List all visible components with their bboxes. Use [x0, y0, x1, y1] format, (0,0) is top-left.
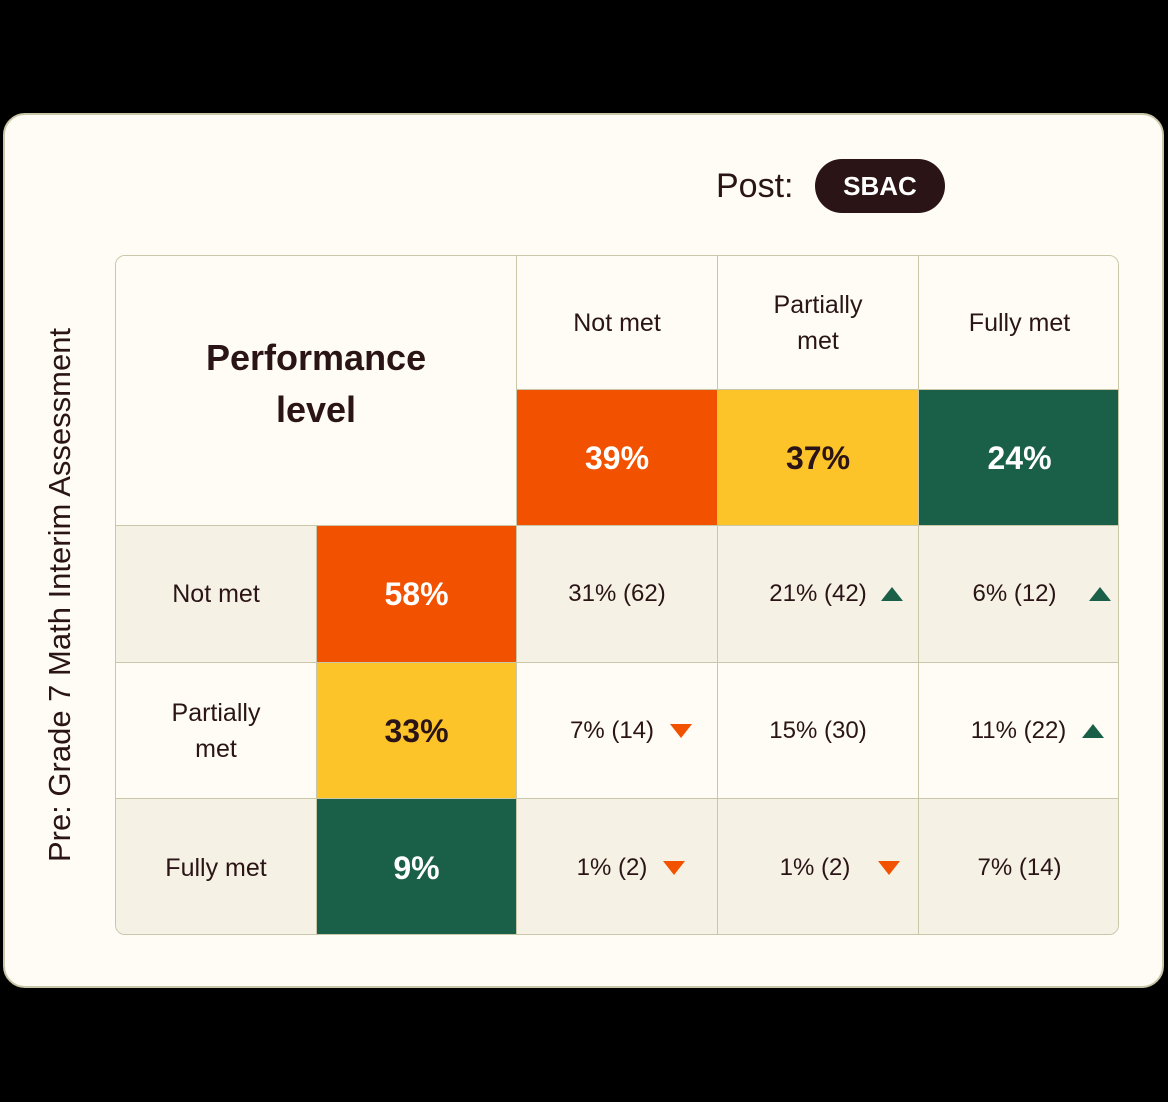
trend-down-icon	[670, 723, 693, 738]
col-total-not-met: 39%	[517, 390, 718, 526]
row-label-fully-met: Fully met	[116, 799, 317, 934]
cell-value: 7% (14)	[569, 716, 655, 744]
row-total-value: 9%	[393, 849, 440, 886]
trend-up-icon	[880, 587, 903, 601]
post-assessment-name: SBAC	[843, 170, 917, 201]
trend-down-icon	[878, 860, 901, 875]
col-header-not-met: Not met	[517, 256, 718, 390]
cell-value: 1% (2)	[779, 853, 851, 881]
cell-partiallymet-notmet: 7% (14)	[517, 663, 718, 799]
row-label-not-met: Not met	[116, 526, 317, 663]
trend-up-icon	[1082, 723, 1105, 738]
col-total-value: 24%	[987, 439, 1052, 476]
trend-down-icon	[663, 860, 686, 875]
cell-notmet-fullymet: 6% (12)	[919, 526, 1118, 663]
cell-value: 11% (22)	[970, 716, 1067, 744]
col-header-fully-met: Fully met	[919, 256, 1118, 390]
trend-up-icon	[1088, 587, 1111, 601]
col-header-text: Not met	[573, 308, 661, 337]
cell-partiallymet-fullymet: 11% (22)	[919, 663, 1118, 799]
cell-value: 31% (62)	[568, 580, 666, 607]
row-total-value: 58%	[384, 576, 449, 612]
col-total-fully-met: 24%	[919, 390, 1118, 526]
row-total-not-met: 58%	[317, 526, 517, 663]
col-total-value: 39%	[584, 439, 650, 476]
row-total-fully-met: 9%	[317, 799, 517, 934]
performance-matrix: Performance level Not met Partially met …	[115, 255, 1119, 935]
row-total-value: 33%	[384, 712, 449, 749]
corner-label-text: Performance level	[206, 336, 427, 430]
y-axis-label: Pre: Grade 7 Math Interim Assessment	[42, 327, 77, 863]
cell-value: 7% (14)	[977, 853, 1062, 881]
cell-value: 15% (30)	[769, 716, 867, 744]
row-label-text: Partially met	[171, 698, 261, 763]
row-label-text: Not met	[172, 580, 260, 608]
cell-value: 1% (2)	[576, 853, 648, 881]
cell-fullymet-partiallymet: 1% (2)	[718, 799, 919, 934]
cell-notmet-notmet: 31% (62)	[517, 526, 718, 663]
col-total-partially-met: 37%	[718, 390, 919, 526]
row-label-text: Fully met	[165, 853, 267, 882]
col-header-partially-met: Partially met	[718, 256, 919, 390]
post-assessment-badge: SBAC	[815, 159, 945, 213]
cell-value: 21% (42)	[769, 580, 867, 607]
cell-notmet-partiallymet: 21% (42)	[718, 526, 919, 663]
cell-fullymet-fullymet: 7% (14)	[919, 799, 1118, 934]
col-total-value: 37%	[785, 439, 851, 476]
cell-value: 6% (12)	[972, 580, 1057, 607]
cell-fullymet-notmet: 1% (2)	[517, 799, 718, 934]
col-header-text: Fully met	[968, 308, 1071, 337]
cell-partiallymet-partiallymet: 15% (30)	[718, 663, 919, 799]
row-label-partially-met: Partially met	[116, 663, 317, 799]
post-label: Post:	[716, 167, 794, 205]
corner-label: Performance level	[116, 256, 517, 526]
row-total-partially-met: 33%	[317, 663, 517, 799]
col-header-text: Partially met	[773, 290, 863, 355]
